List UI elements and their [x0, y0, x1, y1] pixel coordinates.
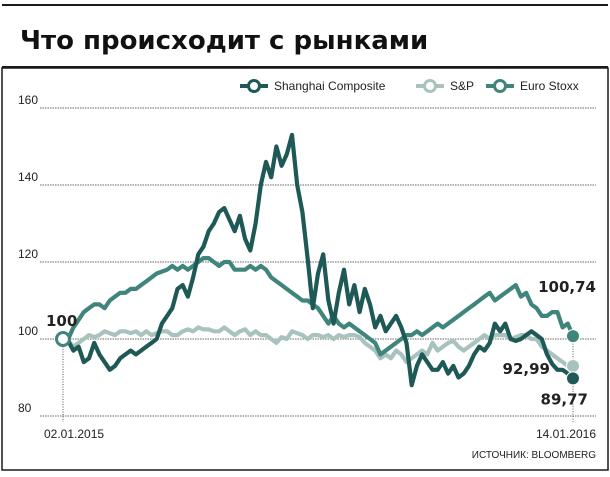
source-label: ИСТОЧНИК: BLOOMBERG [472, 450, 596, 461]
x-start-label: 02.01.2015 [44, 427, 104, 441]
end-marker-sp [566, 358, 580, 373]
legend-swatch-marker-shanghai [247, 79, 261, 93]
end-value-label-eurostoxx: 100,74 [538, 278, 596, 296]
legend-swatch-marker-sp [423, 79, 437, 93]
legend-label-sp: S&P [450, 79, 474, 93]
end-marker-shanghai [566, 371, 580, 386]
y-tick-label-120: 120 [18, 247, 38, 261]
series-line-sp [60, 325, 576, 369]
y-tick-label-80: 80 [18, 401, 32, 415]
title-border-top [2, 4, 608, 6]
end-value-label-sp: 92,99 [503, 360, 550, 378]
x-end-label: 14.01.2016 [536, 427, 596, 441]
y-tick-label-140: 140 [18, 170, 38, 184]
series-lines [60, 132, 576, 388]
start-marker [55, 331, 71, 347]
series-line-eurostoxx [60, 256, 576, 357]
legend-label-shanghai: Shanghai Composite [274, 79, 386, 93]
legend-label-eurostoxx: Euro Stoxx [520, 79, 579, 93]
chart-panel-border [1, 67, 609, 471]
series-markers: 100 92,99 100,74 89,77 [46, 278, 596, 408]
y-tick-label-160: 160 [18, 93, 38, 107]
series-line-shanghai [60, 132, 576, 388]
legend-swatch-marker-eurostoxx [493, 79, 507, 93]
start-value-label: 100 [46, 312, 77, 330]
title-background [2, 6, 608, 66]
end-marker-eurostoxx [566, 329, 580, 344]
y-tick-label-100: 100 [18, 324, 38, 338]
end-value-label-shanghai: 89,77 [541, 390, 588, 408]
chart-title: Что происходит с рынками [20, 26, 428, 56]
title-border-bottom [2, 66, 608, 68]
legend: Shanghai Composite S&P Euro Stoxx [240, 79, 579, 93]
y-gridlines [40, 107, 596, 417]
y-axis-ticks: 80 100 120 140 160 [18, 93, 38, 415]
